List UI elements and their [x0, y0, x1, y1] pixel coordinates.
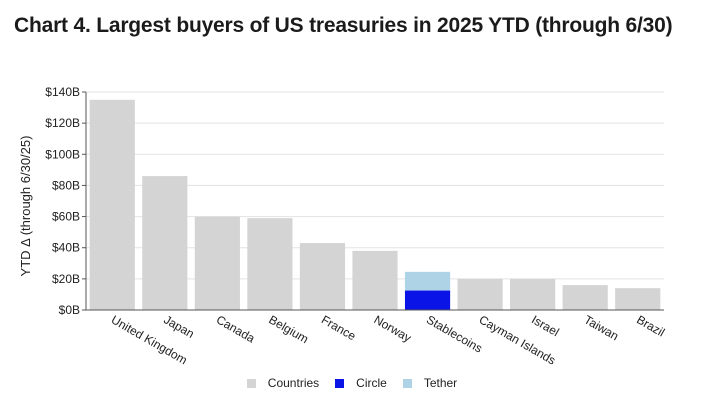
bars [89, 99, 661, 311]
bar-norway-countries [352, 250, 398, 310]
legend-item-circle: Circle [335, 376, 387, 390]
y-tick-label: $40B [52, 241, 80, 255]
legend-swatch-countries [246, 378, 256, 388]
bar-stablecoins-circle [404, 290, 451, 310]
y-tick-label: $0B [59, 303, 80, 317]
bar-belgium-countries [247, 218, 293, 310]
legend-item-tether: Tether [402, 376, 458, 390]
bar-united-kingdom-countries [89, 99, 135, 311]
y-tick-label: $140B [45, 85, 80, 99]
x-tick-label: Canada [214, 312, 258, 345]
legend-label-tether: Tether [423, 376, 458, 390]
x-tick-label: France [319, 312, 359, 343]
x-tick-label: Israel [529, 312, 561, 339]
x-tick-label: Norway [372, 312, 414, 344]
y-tick-label: $120B [45, 116, 80, 130]
y-tick-label: $60B [52, 210, 80, 224]
y-axis-label: YTD Δ (through 6/30/25) [18, 136, 33, 277]
bar-chart: $0B$20B$40B$60B$80B$100B$120B$140B Unite… [18, 85, 667, 368]
legend-swatch-tether [402, 378, 412, 388]
bar-taiwan-countries [562, 285, 608, 310]
bar-stablecoins-tether [404, 271, 451, 291]
x-tick-label: Brazil [634, 312, 667, 339]
bar-japan-countries [142, 176, 188, 310]
x-tick-label: Stablecoins [424, 312, 485, 355]
legend-label-countries: Countries [267, 376, 320, 390]
bar-cayman-islands-countries [457, 278, 503, 310]
bar-israel-countries [510, 278, 556, 310]
bar-france-countries [299, 243, 346, 310]
y-tick-label: $100B [45, 147, 80, 161]
bar-canada-countries [194, 216, 240, 310]
legend-label-circle: Circle [356, 376, 387, 390]
legend: Countries Circle Tether [0, 376, 704, 390]
y-tick-label: $20B [52, 272, 80, 286]
y-tick-labels: $0B $20B $40B $60B $80B $100B $120B $140B [45, 85, 80, 317]
legend-item-countries: Countries [246, 376, 320, 390]
x-tick-label: Belgium [266, 312, 311, 346]
y-tick-label: $80B [52, 178, 80, 192]
x-tick-label: Taiwan [582, 312, 621, 343]
axes [82, 91, 664, 311]
x-tick-label: Japan [161, 312, 196, 340]
bar-brazil-countries [615, 288, 661, 310]
legend-swatch-circle [335, 378, 345, 388]
chart-title: Chart 4. Largest buyers of US treasuries… [14, 14, 673, 37]
